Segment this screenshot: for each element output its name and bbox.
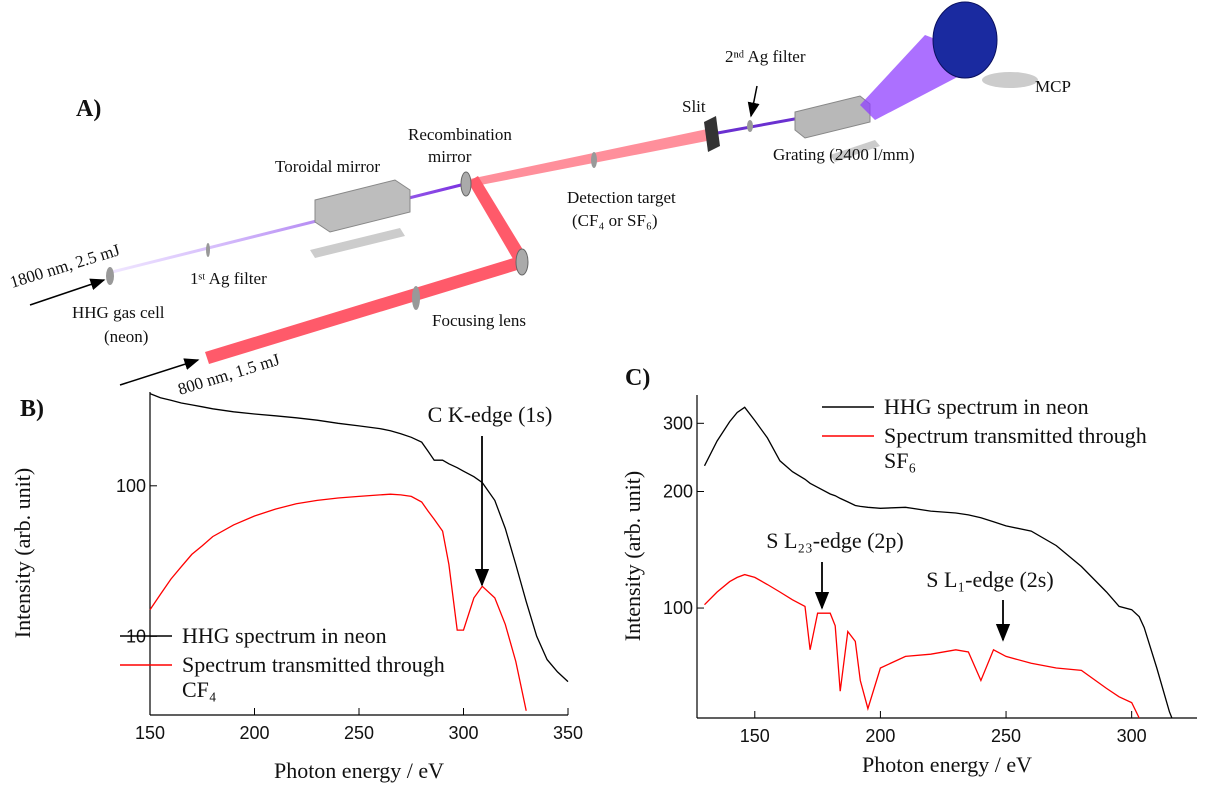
- label: 1ˢᵗ Ag filter: [190, 269, 267, 288]
- annotation: C K-edge (1s): [428, 402, 553, 427]
- label: Focusing lens: [432, 311, 526, 330]
- label: 1800 nm, 2.5 mJ: [8, 240, 123, 292]
- gas-cell: [106, 267, 114, 285]
- legend-label: HHG spectrum in neon: [884, 394, 1089, 419]
- probe-beam: [465, 128, 712, 188]
- legend-label: Spectrum transmitted through SF₆: [884, 423, 1147, 473]
- y-tick-label: 100: [116, 476, 146, 496]
- toroidal-mirror: [314, 179, 411, 233]
- y-tick-label: 300: [663, 413, 693, 433]
- annotation: S L₁-edge (2s): [926, 567, 1053, 592]
- label: 2ⁿᵈ Ag filter: [725, 47, 806, 66]
- label: HHG gas cell: [72, 303, 165, 322]
- ag-filter: [747, 120, 753, 132]
- label: (neon): [104, 327, 148, 346]
- arrow: [119, 358, 200, 386]
- label: Grating (2400 l/mm): [773, 145, 915, 164]
- x-axis-label: Photon energy / eV: [274, 758, 444, 783]
- panel-label: A): [76, 96, 101, 122]
- data-line: [149, 493, 527, 711]
- shadow: [830, 140, 880, 162]
- xuv-beam: [111, 182, 466, 274]
- shadow: [982, 72, 1038, 88]
- setup-diagram: A) Toroidal mirror Recombination mirror …: [8, 1, 1071, 399]
- label: Recombination: [408, 125, 512, 144]
- label: mirror: [428, 147, 472, 166]
- data-line: [704, 573, 1140, 719]
- y-tick-label: 200: [663, 481, 693, 501]
- mirror: [515, 248, 529, 276]
- nir-beam: [468, 176, 528, 264]
- arrow: [29, 278, 106, 306]
- target: [591, 152, 597, 168]
- slit: [704, 116, 720, 152]
- x-tick-label: 200: [239, 723, 269, 743]
- panel-label: B): [20, 396, 44, 422]
- focusing-lens: [412, 286, 420, 310]
- annotation: S L₂₃-edge (2p): [766, 528, 904, 553]
- grating: [794, 95, 871, 139]
- x-tick-label: 150: [135, 723, 165, 743]
- legend-label: HHG spectrum in neon: [182, 623, 387, 648]
- x-tick-label: 250: [344, 723, 374, 743]
- x-tick-label: 200: [865, 726, 895, 746]
- legend-label: Spectrum transmitted through CF₄: [182, 652, 445, 702]
- mcp-detector: [932, 1, 998, 79]
- data-line: [149, 392, 569, 683]
- shadow: [310, 228, 405, 258]
- label: Detection target: [567, 188, 676, 207]
- x-tick-label: 150: [740, 726, 770, 746]
- recombination-mirror: [460, 171, 472, 197]
- nir-beam: [205, 256, 524, 364]
- label: MCP: [1035, 77, 1071, 96]
- x-tick-label: 350: [553, 723, 583, 743]
- xuv-beam: [711, 116, 801, 136]
- y-axis-label: Intensity (arb. unit): [620, 471, 645, 641]
- x-tick-label: 300: [1117, 726, 1147, 746]
- label: Toroidal mirror: [275, 157, 380, 176]
- label: Slit: [682, 97, 706, 116]
- ag-filter: [206, 243, 210, 257]
- data-line: [703, 406, 1173, 719]
- panel-label: C): [625, 365, 650, 391]
- x-tick-label: 300: [448, 723, 478, 743]
- x-axis-label: Photon energy / eV: [862, 752, 1032, 777]
- y-tick-label: 100: [663, 598, 693, 618]
- y-axis-label: Intensity (arb. unit): [10, 468, 35, 638]
- x-tick-label: 250: [991, 726, 1021, 746]
- arrow: [747, 85, 760, 118]
- label: (CF₄ or SF₆): [572, 211, 658, 230]
